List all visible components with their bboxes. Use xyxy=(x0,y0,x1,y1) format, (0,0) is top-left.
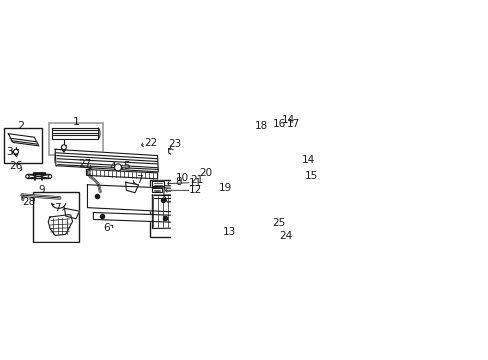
Circle shape xyxy=(302,167,307,173)
Text: 28: 28 xyxy=(22,197,35,207)
Polygon shape xyxy=(86,170,157,179)
Text: 14: 14 xyxy=(281,115,294,125)
Bar xyxy=(4,128,42,163)
Text: 15: 15 xyxy=(304,171,317,181)
Bar xyxy=(49,123,102,154)
Circle shape xyxy=(61,145,66,150)
Polygon shape xyxy=(263,131,269,137)
Polygon shape xyxy=(125,182,138,193)
Bar xyxy=(33,192,80,242)
Circle shape xyxy=(26,175,29,178)
Text: 20: 20 xyxy=(199,168,212,178)
Polygon shape xyxy=(48,215,72,235)
Bar xyxy=(150,180,219,237)
Polygon shape xyxy=(8,134,39,146)
Text: 7: 7 xyxy=(136,175,142,185)
Text: 19: 19 xyxy=(218,183,231,193)
Polygon shape xyxy=(152,195,220,229)
Circle shape xyxy=(231,185,238,192)
Text: 6: 6 xyxy=(103,224,110,234)
Polygon shape xyxy=(14,154,18,157)
Text: 12: 12 xyxy=(188,185,201,195)
Circle shape xyxy=(114,164,121,171)
Text: 1: 1 xyxy=(72,117,80,127)
Text: 16: 16 xyxy=(272,120,285,129)
Text: 3: 3 xyxy=(6,147,12,157)
Polygon shape xyxy=(52,128,98,139)
Polygon shape xyxy=(62,150,65,152)
Polygon shape xyxy=(264,224,275,231)
Text: 14: 14 xyxy=(301,156,314,166)
Polygon shape xyxy=(93,212,173,222)
Text: 24: 24 xyxy=(279,231,292,241)
Polygon shape xyxy=(168,149,173,154)
Text: 22: 22 xyxy=(144,138,157,148)
Text: 5: 5 xyxy=(123,161,129,171)
Text: 21: 21 xyxy=(189,175,203,185)
Text: 11: 11 xyxy=(188,177,201,188)
Circle shape xyxy=(14,149,19,154)
Polygon shape xyxy=(55,149,158,172)
Text: 2: 2 xyxy=(17,121,24,131)
Polygon shape xyxy=(282,129,288,136)
Text: 10: 10 xyxy=(175,173,188,183)
Text: 7: 7 xyxy=(54,203,61,213)
Circle shape xyxy=(48,175,52,178)
Polygon shape xyxy=(152,181,163,186)
Text: 4: 4 xyxy=(110,162,116,172)
Text: 25: 25 xyxy=(271,218,285,228)
Polygon shape xyxy=(64,208,80,219)
Polygon shape xyxy=(259,135,305,174)
Text: 27: 27 xyxy=(78,159,91,169)
Bar xyxy=(254,122,307,210)
Circle shape xyxy=(232,186,236,190)
Text: 23: 23 xyxy=(168,139,181,149)
Polygon shape xyxy=(163,186,178,202)
Text: 18: 18 xyxy=(254,121,267,131)
Bar xyxy=(261,212,318,246)
Polygon shape xyxy=(178,229,213,232)
Circle shape xyxy=(297,129,303,135)
Polygon shape xyxy=(152,188,162,192)
Text: 26: 26 xyxy=(9,161,22,171)
Text: 8: 8 xyxy=(175,177,182,187)
Text: 13: 13 xyxy=(223,227,236,237)
Polygon shape xyxy=(226,173,230,177)
Text: 9: 9 xyxy=(38,185,44,195)
Polygon shape xyxy=(279,222,299,242)
Polygon shape xyxy=(87,185,171,212)
Text: 17: 17 xyxy=(286,120,299,129)
